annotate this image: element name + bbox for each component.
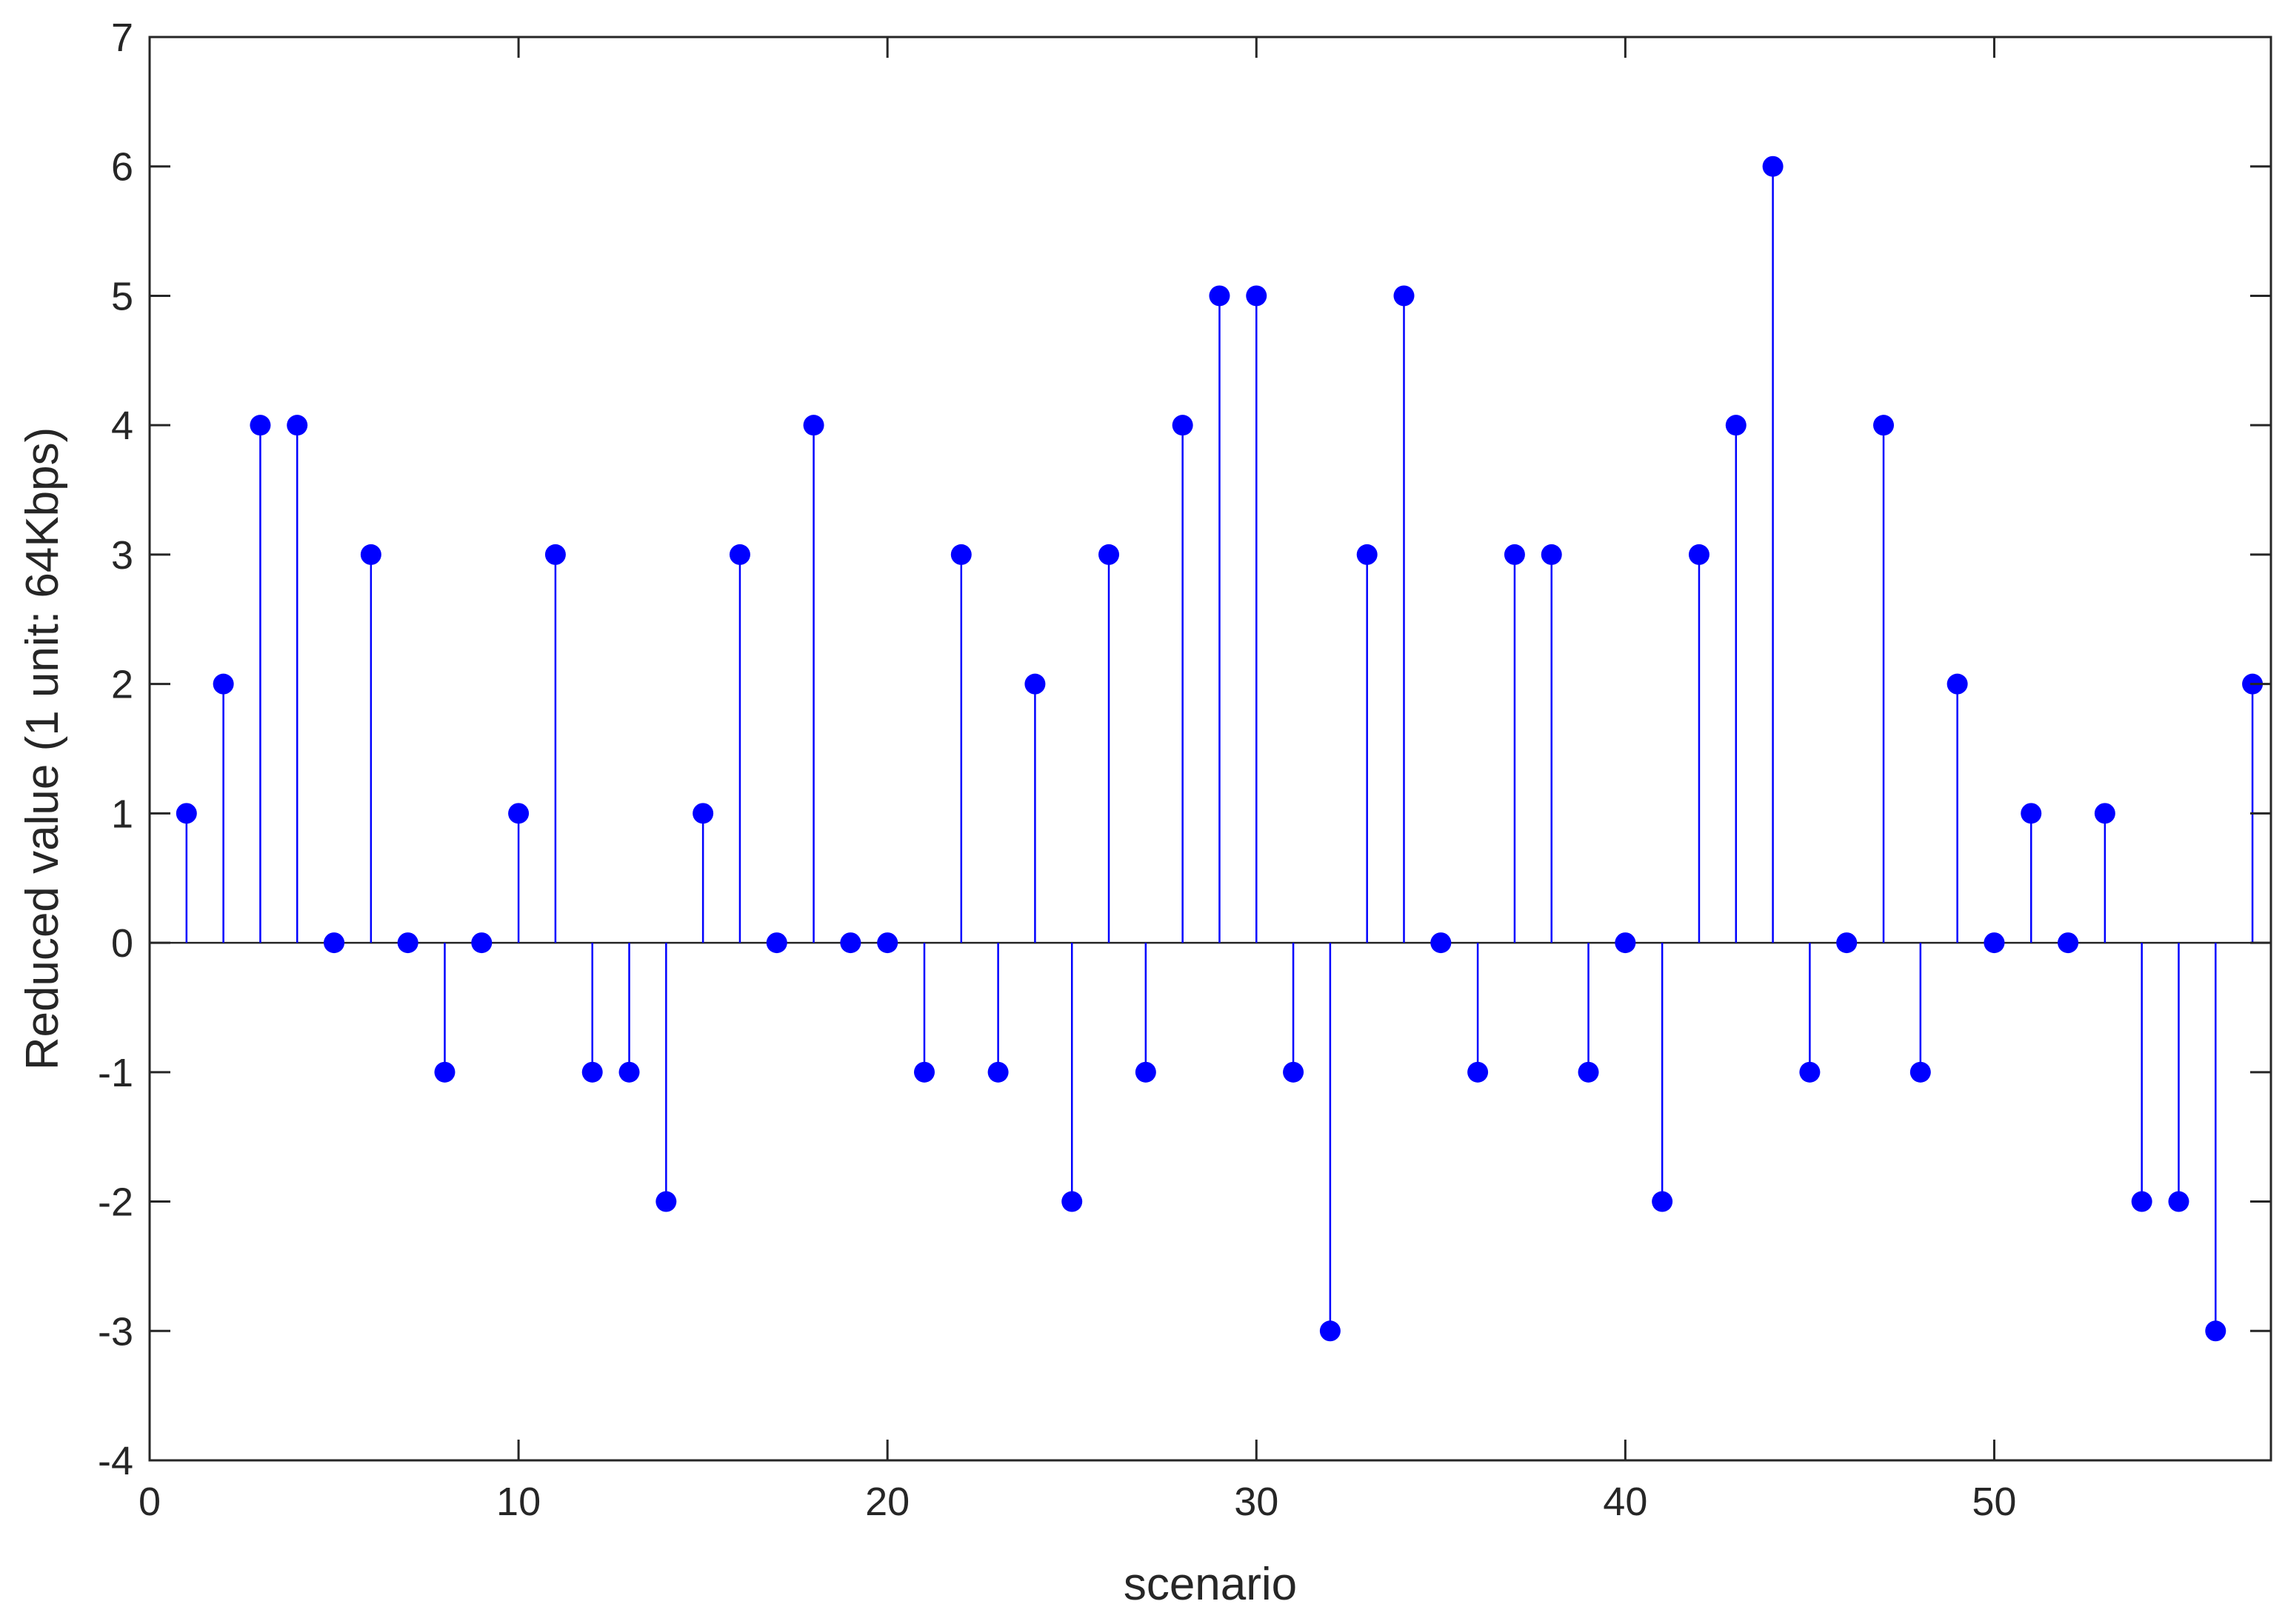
stem-marker bbox=[766, 932, 787, 954]
stem-marker bbox=[1319, 1320, 1341, 1342]
stem-marker bbox=[1098, 544, 1120, 565]
stems-group bbox=[185, 166, 2254, 1331]
markers-group bbox=[176, 156, 2264, 1342]
stem-marker bbox=[1061, 1191, 1083, 1212]
stem-marker bbox=[1984, 932, 2005, 954]
stem-marker bbox=[1873, 415, 1895, 436]
stem-marker bbox=[1467, 1061, 1489, 1083]
stem-marker bbox=[803, 415, 824, 436]
y-tick-label: 0 bbox=[111, 921, 133, 966]
stem-marker bbox=[618, 1061, 640, 1083]
plot-background bbox=[150, 37, 2271, 1460]
stem-marker bbox=[1762, 156, 1784, 177]
stem-marker bbox=[1652, 1191, 1673, 1212]
stem-marker bbox=[250, 415, 271, 436]
y-tick-label: -3 bbox=[98, 1309, 133, 1354]
x-tick-label: 10 bbox=[496, 1480, 541, 1524]
stem-marker bbox=[877, 932, 898, 954]
stem-marker bbox=[1725, 415, 1747, 436]
x-tick-label: 0 bbox=[139, 1480, 161, 1524]
stem-marker bbox=[1246, 285, 1267, 307]
stem-marker bbox=[397, 932, 418, 954]
stem-marker bbox=[1393, 285, 1415, 307]
stem-marker bbox=[2021, 803, 2042, 824]
stem-marker bbox=[656, 1191, 677, 1212]
stem-marker bbox=[2205, 1320, 2226, 1342]
stem-marker bbox=[2131, 1191, 2152, 1212]
stem-marker bbox=[1578, 1061, 1599, 1083]
stem-marker bbox=[1504, 544, 1525, 565]
stem-marker bbox=[1836, 932, 1858, 954]
stem-marker bbox=[987, 1061, 1009, 1083]
stem-marker bbox=[950, 544, 972, 565]
stem-marker bbox=[1947, 673, 1968, 695]
x-axis-ticks: 0 10 20 30 40 50 bbox=[139, 37, 2016, 1524]
stem-marker bbox=[1024, 673, 1046, 695]
stem-marker bbox=[1430, 932, 1452, 954]
stem-marker bbox=[2168, 1191, 2189, 1212]
stem-marker bbox=[287, 415, 308, 436]
stem-marker bbox=[1615, 932, 1636, 954]
stem-marker bbox=[581, 1061, 603, 1083]
y-axis-label: Reduced value (1 unit: 64Kbps) bbox=[17, 427, 68, 1071]
x-tick-label: 40 bbox=[1603, 1480, 1647, 1524]
stem-marker bbox=[544, 544, 566, 565]
stem-marker bbox=[840, 932, 861, 954]
stem-marker bbox=[729, 544, 750, 565]
stem-marker bbox=[1135, 1061, 1156, 1083]
stem-marker bbox=[471, 932, 493, 954]
stem-marker bbox=[2094, 803, 2115, 824]
y-tick-label: 7 bbox=[111, 16, 133, 60]
stem-marker bbox=[1356, 544, 1378, 565]
stem-marker bbox=[434, 1061, 456, 1083]
stem-marker bbox=[176, 803, 197, 824]
stem-marker bbox=[213, 673, 234, 695]
x-axis-label: scenario bbox=[1124, 1559, 1297, 1610]
plot-frame bbox=[148, 36, 2272, 1462]
y-tick-label: 5 bbox=[111, 274, 133, 318]
y-axis-ticks: -4 -3 -2 -1 0 1 2 3 4 5 6 7 bbox=[98, 16, 2271, 1483]
stem-marker bbox=[508, 803, 530, 824]
y-tick-label: -2 bbox=[98, 1180, 133, 1225]
stem-marker bbox=[1283, 1061, 1304, 1083]
y-tick-label: -4 bbox=[98, 1439, 133, 1483]
x-tick-label: 30 bbox=[1234, 1480, 1278, 1524]
stem-marker bbox=[1909, 1061, 1931, 1083]
x-tick-label: 50 bbox=[1972, 1480, 2016, 1524]
y-tick-label: 6 bbox=[111, 145, 133, 190]
stem-marker bbox=[1688, 544, 1709, 565]
x-tick-label: 20 bbox=[865, 1480, 910, 1524]
stem-marker bbox=[324, 932, 345, 954]
y-tick-label: -1 bbox=[98, 1051, 133, 1095]
y-tick-label: 3 bbox=[111, 533, 133, 578]
y-tick-label: 1 bbox=[111, 792, 133, 836]
y-tick-label: 4 bbox=[111, 404, 133, 448]
stem-marker bbox=[693, 803, 714, 824]
stem-marker bbox=[360, 544, 381, 565]
stem-marker bbox=[2058, 932, 2079, 954]
stem-marker bbox=[1541, 544, 1562, 565]
stem-marker bbox=[1799, 1061, 1821, 1083]
stem-marker bbox=[913, 1061, 935, 1083]
y-tick-label: 2 bbox=[111, 663, 133, 707]
stem-marker bbox=[1172, 415, 1193, 436]
stem-marker bbox=[1209, 285, 1230, 307]
